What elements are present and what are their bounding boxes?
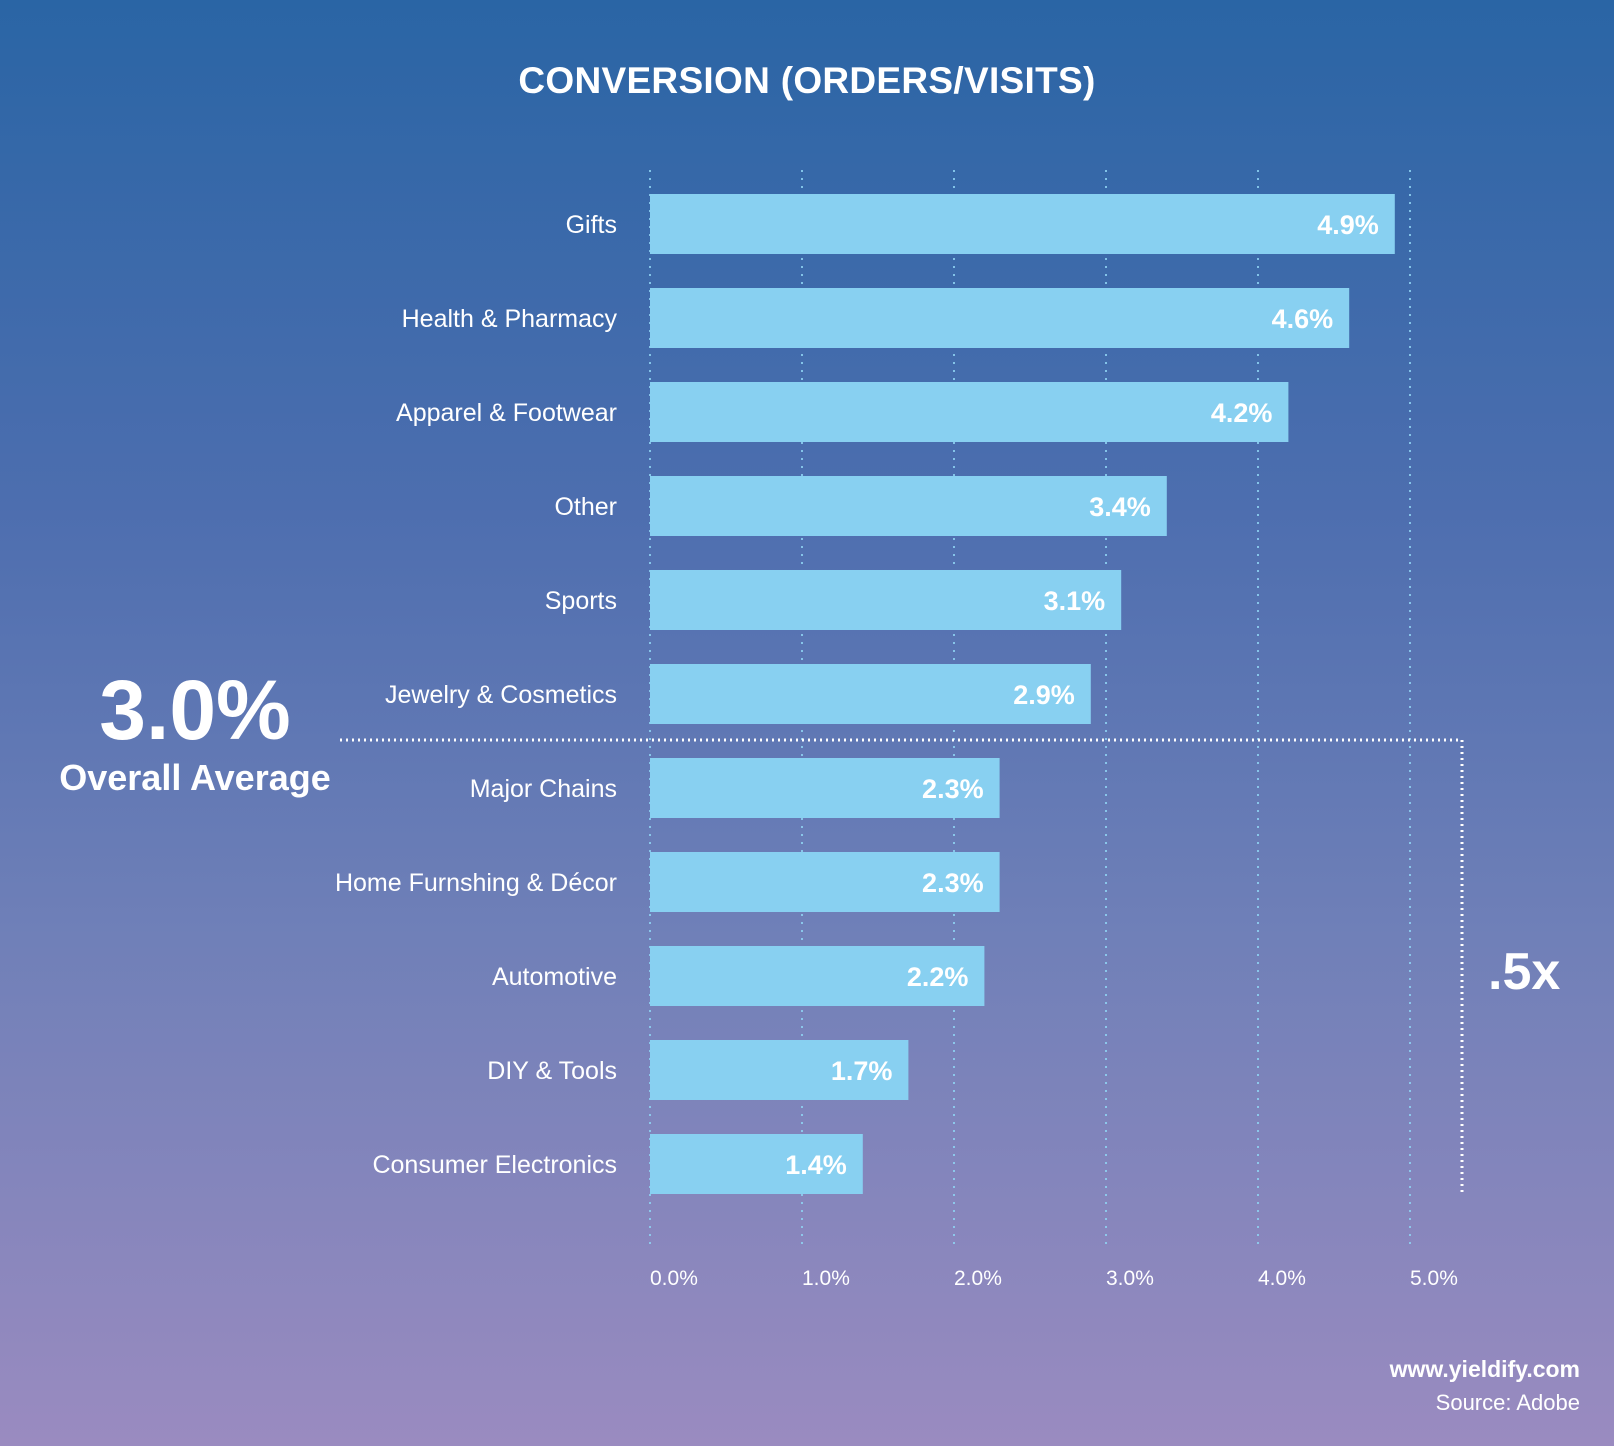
x-tick-label: 5.0% (1410, 1267, 1458, 1290)
bar-value-label: 1.7% (831, 1056, 893, 1086)
overall-average-label: Overall Average (59, 757, 331, 798)
x-tick-label: 4.0% (1258, 1267, 1306, 1290)
x-tick-label: 0.0% (650, 1267, 698, 1290)
category-label: Health & Pharmacy (402, 305, 618, 333)
bar (650, 758, 1000, 818)
bar (650, 1040, 909, 1100)
bar (650, 852, 1000, 912)
chart-title: CONVERSION (ORDERS/VISITS) (518, 60, 1096, 101)
bar-value-label: 3.4% (1089, 492, 1151, 522)
bar (650, 664, 1091, 724)
x-tick-label: 1.0% (802, 1267, 850, 1290)
bar-value-label: 1.4% (785, 1150, 847, 1180)
bar-value-label: 4.9% (1317, 210, 1379, 240)
category-label: Consumer Electronics (372, 1151, 617, 1179)
bar (650, 194, 1395, 254)
category-label: Jewelry & Cosmetics (385, 681, 617, 709)
bar-value-label: 4.6% (1272, 304, 1334, 334)
bar (650, 382, 1289, 442)
category-label: Home Furnshing & Décor (335, 869, 617, 897)
x-tick-label: 2.0% (954, 1267, 1002, 1290)
category-label: Apparel & Footwear (396, 399, 617, 427)
bar-value-label: 4.2% (1211, 398, 1273, 428)
bar-value-label: 2.3% (922, 868, 984, 898)
bar (650, 570, 1122, 630)
bar (650, 288, 1350, 348)
bar-value-label: 2.2% (907, 962, 969, 992)
bar-value-label: 2.3% (922, 774, 984, 804)
category-label: Other (554, 493, 617, 521)
overall-average-value: 3.0% (99, 663, 291, 757)
bar (650, 476, 1167, 536)
multiplier-label: .5x (1488, 943, 1561, 1001)
category-label: Gifts (566, 211, 617, 239)
bar (650, 946, 985, 1006)
category-label: Automotive (492, 963, 617, 991)
footer-site: www.yieldify.com (1389, 1356, 1580, 1382)
category-label: Sports (545, 587, 617, 615)
footer-source: Source: Adobe (1435, 1390, 1580, 1415)
bar (650, 1134, 863, 1194)
bar-value-label: 2.9% (1013, 680, 1075, 710)
x-tick-label: 3.0% (1106, 1267, 1154, 1290)
category-label: Major Chains (470, 775, 617, 803)
category-label: DIY & Tools (487, 1057, 617, 1085)
bar-value-label: 3.1% (1044, 586, 1106, 616)
